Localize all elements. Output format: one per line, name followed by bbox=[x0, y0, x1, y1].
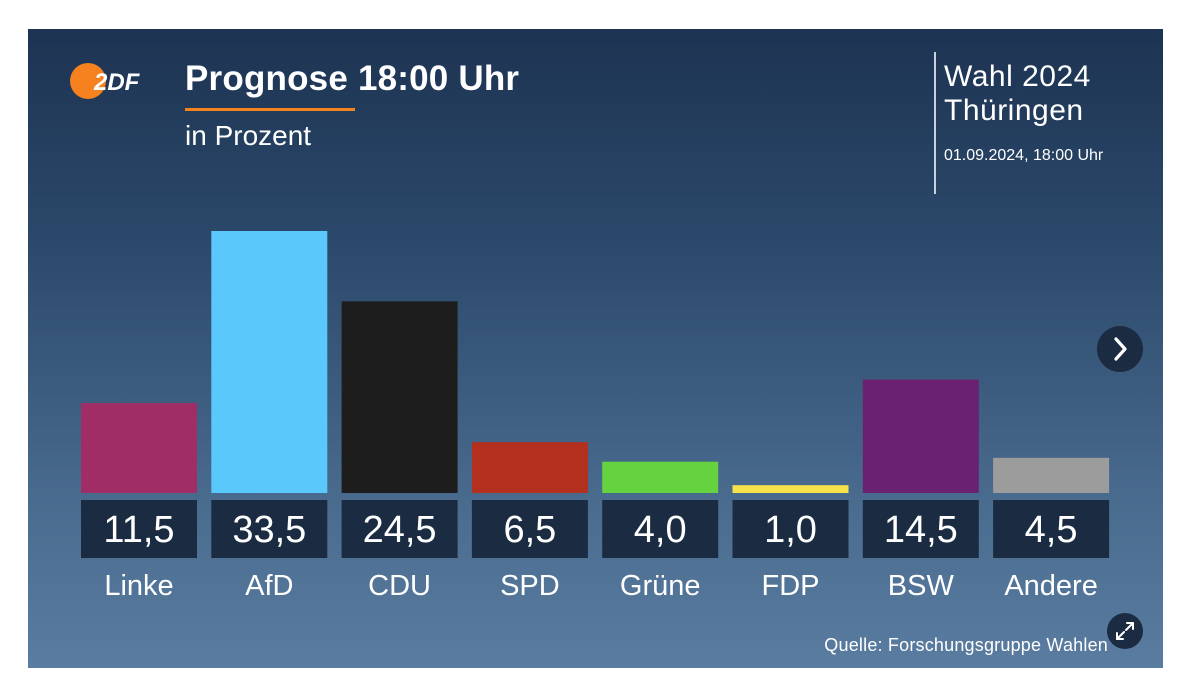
bar-grüne bbox=[602, 461, 719, 493]
title-underline bbox=[185, 108, 355, 111]
value-label-bsw: 14,5 bbox=[884, 509, 958, 551]
expand-icon bbox=[1116, 622, 1134, 640]
election-date: 01.09.2024, 18:00 Uhr bbox=[944, 147, 1104, 164]
value-box-linke bbox=[81, 500, 197, 558]
value-box-afd bbox=[211, 500, 328, 558]
value-box-fdp bbox=[732, 500, 849, 558]
category-label-andere: Andere bbox=[1004, 570, 1098, 602]
chart-panel: 2DF Prognose 18:00 Uhr in Prozent Wahl 2… bbox=[28, 29, 1163, 668]
source-credit: Quelle: Forschungsgruppe Wahlen bbox=[824, 635, 1108, 655]
chart-title: Prognose 18:00 Uhr bbox=[185, 59, 520, 98]
value-box-spd bbox=[471, 500, 588, 558]
bar-cdu bbox=[341, 301, 458, 493]
chevron-right-icon bbox=[1114, 337, 1127, 361]
election-year: Wahl 2024 bbox=[944, 60, 1091, 93]
value-box-bsw bbox=[862, 500, 979, 558]
category-label-spd: SPD bbox=[500, 570, 560, 602]
category-label-bsw: BSW bbox=[888, 570, 955, 602]
expand-button[interactable] bbox=[1107, 613, 1143, 649]
value-label-fdp: 1,0 bbox=[764, 509, 817, 551]
value-label-andere: 4,5 bbox=[1025, 509, 1078, 551]
value-label-linke: 11,5 bbox=[103, 509, 174, 551]
category-label-linke: Linke bbox=[104, 570, 173, 602]
category-label-cdu: CDU bbox=[368, 570, 431, 602]
value-box-andere bbox=[993, 500, 1110, 558]
zdf-logo-text: 2DF bbox=[93, 69, 141, 96]
value-box-cdu bbox=[341, 500, 458, 558]
category-label-grüne: Grüne bbox=[620, 570, 701, 602]
bar-chart: 11,5 Linke 33,5 AfD 24,5 CDU 6,5 SPD 4,0 Grüne 1,0… bbox=[81, 231, 1110, 602]
bar-bsw bbox=[862, 379, 979, 493]
bar-afd bbox=[211, 231, 328, 493]
zdf-logo: 2DF bbox=[70, 63, 141, 99]
election-state: Thüringen bbox=[944, 94, 1084, 127]
bar-spd bbox=[471, 442, 588, 493]
election-title: Wahl 2024 Thüringen bbox=[944, 60, 1091, 128]
value-label-grüne: 4,0 bbox=[634, 509, 687, 551]
bar-fdp bbox=[732, 485, 849, 493]
next-chart-button[interactable] bbox=[1097, 326, 1143, 372]
zdf-logo-circle bbox=[70, 63, 106, 99]
bar-andere bbox=[993, 457, 1110, 493]
bar-linke bbox=[81, 403, 197, 493]
value-box-grüne bbox=[602, 500, 719, 558]
header-divider bbox=[934, 52, 936, 194]
value-label-cdu: 24,5 bbox=[363, 509, 437, 551]
chart-subtitle: in Prozent bbox=[185, 120, 312, 151]
value-label-spd: 6,5 bbox=[503, 509, 556, 551]
category-label-afd: AfD bbox=[245, 570, 293, 602]
value-label-afd: 33,5 bbox=[232, 509, 306, 551]
category-label-fdp: FDP bbox=[762, 570, 820, 602]
